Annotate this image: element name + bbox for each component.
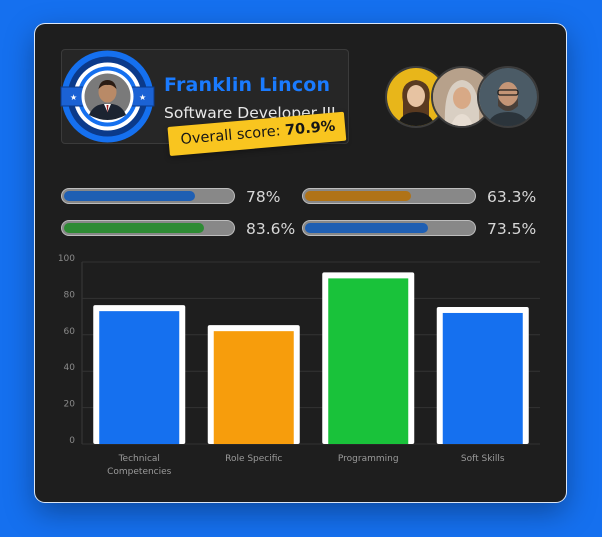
candidate-avatar-2[interactable] — [431, 66, 493, 128]
svg-text:★: ★ — [70, 93, 77, 102]
skill-bar-4-label: 73.5% — [487, 220, 537, 238]
skill-bar-4-fill — [305, 223, 429, 233]
skill-bar-3 — [61, 220, 235, 236]
skill-bar-3-fill — [64, 223, 205, 233]
chart-y-tick-label: 0 — [69, 436, 75, 446]
skill-bar-2-label: 63.3% — [487, 188, 537, 206]
chart-bar — [99, 311, 180, 444]
candidate-avatar-1[interactable] — [385, 66, 447, 128]
chart-y-tick-label: 20 — [64, 400, 76, 410]
skill-bar-2 — [302, 188, 476, 204]
candidate-name: Franklin Lincon — [164, 74, 331, 96]
skill-bar-1-label: 78% — [246, 188, 281, 206]
svg-text:★: ★ — [139, 93, 146, 102]
chart-bar — [213, 331, 294, 444]
chart-x-tick-label: Programming — [338, 454, 399, 464]
portrait-man-icon — [479, 68, 537, 126]
chart-x-tick-label: Soft Skills — [461, 454, 505, 464]
skill-bar-4 — [302, 220, 476, 236]
skill-bar-3-label: 83.6% — [246, 220, 296, 238]
chart-x-tick-label: Competencies — [107, 467, 172, 477]
chart-y-tick-label: 60 — [64, 327, 76, 337]
chart-y-tick-label: 40 — [64, 363, 76, 373]
skill-bar-2-fill — [305, 191, 412, 201]
chart-x-tick-label: Technical — [118, 454, 160, 464]
candidate-avatar-group — [385, 66, 539, 128]
portrait-woman-hijab-icon — [433, 68, 491, 126]
skill-bar-1 — [61, 188, 235, 204]
chart-bar — [442, 312, 523, 444]
chart-x-tick-label: Role Specific — [225, 454, 282, 464]
skill-bar-1-fill — [64, 191, 196, 201]
chart-y-tick-label: 100 — [58, 254, 75, 264]
profile-badge: ★ ★ — [60, 50, 155, 143]
chart-y-tick-label: 80 — [64, 290, 76, 300]
candidate-avatar-3[interactable] — [477, 66, 539, 128]
portrait-woman-icon — [387, 68, 445, 126]
chart-bar — [328, 278, 409, 444]
